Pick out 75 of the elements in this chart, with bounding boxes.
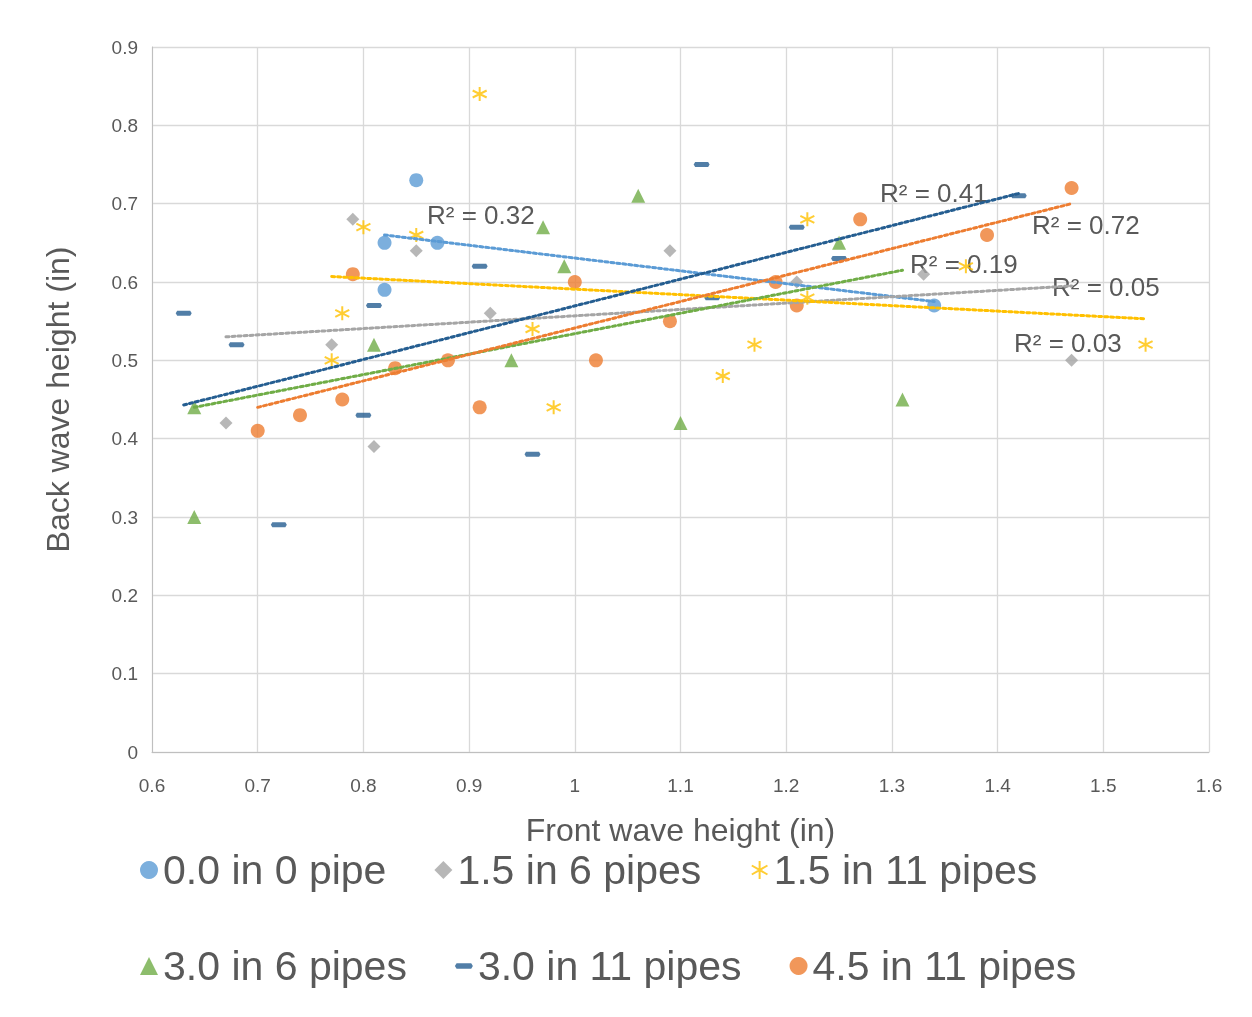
y-tick-label: 0.1 — [111, 663, 138, 685]
point — [377, 282, 392, 297]
y-tick-label: 0.3 — [111, 506, 138, 528]
legend-label: 4.5 in 11 pipes — [812, 943, 1077, 989]
y-tick-label: 0.8 — [111, 114, 138, 136]
annotation: R² = 0.03 — [1014, 328, 1122, 358]
point — [799, 289, 816, 306]
annotation: R² = 0.19 — [910, 249, 1018, 279]
legend-label: 3.0 in 11 pipes — [477, 943, 742, 989]
point — [1064, 181, 1079, 195]
y-tick-label: 0.2 — [111, 584, 138, 606]
legend-label: 1.5 in 11 pipes — [773, 847, 1038, 893]
point — [292, 408, 307, 423]
point — [1065, 353, 1079, 367]
point — [895, 392, 910, 407]
point — [355, 219, 372, 236]
point — [832, 235, 847, 250]
point — [714, 368, 731, 384]
point — [409, 244, 423, 258]
point — [557, 259, 572, 274]
y-tick-label: 0.4 — [111, 428, 139, 450]
y-tick-label: 0.9 — [111, 36, 138, 58]
x-tick-label: 1.1 — [667, 775, 694, 796]
point — [323, 352, 340, 369]
x-tick-label: 1.6 — [1195, 775, 1223, 796]
annotation: R² = 0.72 — [1032, 210, 1140, 240]
legend-label: 1.5 in 6 pipes — [457, 847, 702, 893]
legend-label: 3.0 in 6 pipes — [163, 943, 407, 989]
point — [471, 86, 488, 102]
point — [325, 338, 339, 352]
point — [588, 353, 603, 368]
point — [545, 399, 562, 416]
y-axis-title: Back wave height (in) — [40, 246, 76, 553]
legend-label: 0.0 in 0 pipe — [163, 847, 387, 893]
annotation: R² = 0.41 — [880, 178, 988, 208]
y-tick-label: 0.6 — [111, 271, 138, 293]
point — [631, 188, 646, 203]
x-tick-label: 0.8 — [350, 775, 377, 796]
point — [746, 336, 763, 353]
point — [673, 416, 688, 430]
point — [377, 235, 392, 250]
point — [536, 220, 551, 235]
point — [799, 211, 816, 228]
x-tick-label: 1 — [569, 775, 581, 796]
point — [980, 228, 995, 242]
point — [1137, 336, 1154, 353]
y-tick-label: 0 — [127, 741, 138, 763]
point — [472, 400, 487, 415]
point — [524, 321, 541, 337]
point — [346, 212, 360, 226]
y-tick-label: 0.5 — [111, 349, 138, 371]
point — [367, 440, 381, 453]
point — [567, 275, 582, 289]
x-tick-label: 0.7 — [244, 775, 271, 796]
annotation: R² = 0.32 — [427, 200, 535, 230]
point — [187, 510, 202, 524]
x-axis-title: Front wave height (in) — [525, 812, 836, 848]
point — [663, 244, 677, 258]
point — [366, 337, 381, 352]
point — [408, 227, 425, 243]
point — [483, 306, 497, 320]
x-tick-label: 1.4 — [984, 775, 1012, 796]
x-tick-label: 1.3 — [878, 775, 906, 796]
y-tick-label: 0.7 — [111, 193, 138, 215]
point — [853, 212, 868, 227]
x-tick-label: 0.9 — [455, 775, 483, 796]
point — [409, 173, 424, 188]
x-tick-label: 1.2 — [772, 775, 800, 796]
x-tick-label: 1.5 — [1090, 775, 1117, 796]
x-tick-label: 0.6 — [138, 775, 166, 796]
point — [250, 423, 265, 438]
point — [335, 392, 350, 407]
point — [504, 353, 519, 368]
point — [334, 305, 351, 322]
point — [219, 416, 233, 430]
